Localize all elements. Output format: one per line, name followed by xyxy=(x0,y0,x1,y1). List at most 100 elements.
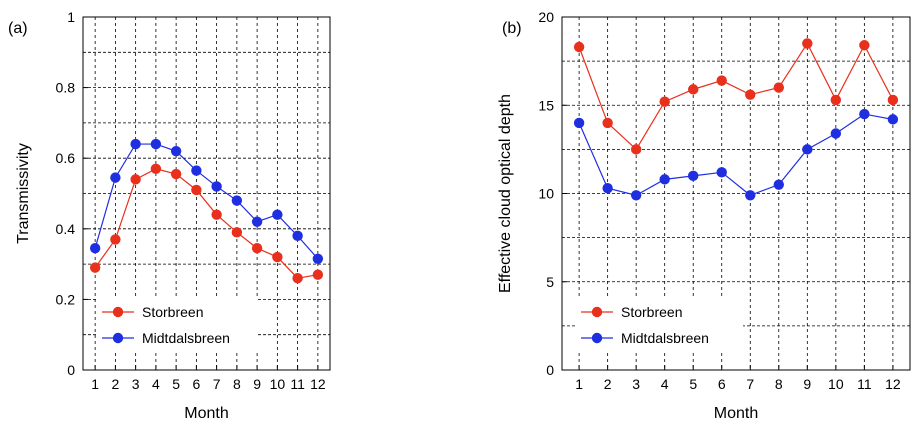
data-point-midtdalsbreen xyxy=(688,170,699,182)
legend-swatch-marker xyxy=(591,306,603,318)
y-tick-label: 10 xyxy=(538,186,554,202)
data-point-storbreen xyxy=(659,96,670,107)
data-point-midtdalsbreen xyxy=(150,138,162,150)
data-point-midtdalsbreen xyxy=(251,216,263,227)
data-point-midtdalsbreen xyxy=(130,138,141,150)
data-point-midtdalsbreen xyxy=(272,209,283,220)
legend-label: Midtdalsbreen xyxy=(142,330,230,346)
y-tick-label: 5 xyxy=(546,274,554,290)
x-tick-label: 9 xyxy=(253,376,261,392)
plot-frame xyxy=(82,16,331,371)
legend-label: Midtdalsbreen xyxy=(621,330,709,346)
data-point-storbreen xyxy=(89,262,101,273)
x-tick-label: 2 xyxy=(604,376,612,392)
x-tick-label: 7 xyxy=(746,376,754,392)
y-tick-label: 0.6 xyxy=(56,150,76,166)
x-tick-label: 6 xyxy=(192,376,200,392)
x-tick-label: 10 xyxy=(270,376,286,392)
x-tick-label: 11 xyxy=(290,376,305,392)
legend-label: Storbreen xyxy=(621,304,682,320)
x-tick-label: 3 xyxy=(632,376,640,392)
legend-box xyxy=(96,296,258,352)
data-point-storbreen xyxy=(773,82,784,93)
x-tick-label: 5 xyxy=(172,376,180,392)
legend-swatch-marker xyxy=(112,332,124,344)
x-tick-label: 8 xyxy=(775,376,783,392)
x-tick-label: 4 xyxy=(661,376,669,392)
data-point-midtdalsbreen xyxy=(830,128,842,139)
data-point-storbreen xyxy=(830,94,842,106)
x-tick-label: 12 xyxy=(885,376,901,392)
data-point-storbreen xyxy=(745,89,756,100)
series-line-midtdalsbreen xyxy=(578,113,893,196)
data-point-storbreen xyxy=(802,38,813,49)
y-tick-label: 0 xyxy=(546,362,554,378)
data-point-storbreen xyxy=(130,174,141,185)
data-point-midtdalsbreen xyxy=(745,190,756,201)
x-tick-label: 5 xyxy=(689,376,697,392)
x-tick-label: 1 xyxy=(91,376,99,392)
x-tick-label: 4 xyxy=(152,376,160,392)
x-axis-label: Month xyxy=(184,405,228,422)
data-point-storbreen xyxy=(630,144,642,155)
data-point-midtdalsbreen xyxy=(802,144,813,155)
data-point-storbreen xyxy=(150,163,162,174)
data-point-midtdalsbreen xyxy=(716,167,727,178)
y-tick-label: 1 xyxy=(67,9,75,25)
data-point-storbreen xyxy=(688,84,699,95)
y-tick-label: 20 xyxy=(538,9,554,25)
legend-swatch-marker xyxy=(591,332,603,344)
legend-swatch-marker xyxy=(112,306,124,318)
series-line-storbreen xyxy=(578,42,894,151)
data-point-midtdalsbreen xyxy=(211,181,222,192)
x-tick-label: 2 xyxy=(111,376,119,392)
data-point-midtdalsbreen xyxy=(573,117,585,129)
y-axis-label: Transmissivity xyxy=(15,143,32,244)
data-point-midtdalsbreen xyxy=(110,172,121,183)
y-tick-label: 15 xyxy=(538,97,554,113)
x-tick-label: 12 xyxy=(310,376,326,392)
y-tick-label: 0.4 xyxy=(56,221,76,237)
data-point-midtdalsbreen xyxy=(231,195,243,206)
x-tick-label: 8 xyxy=(233,376,241,392)
legend-box xyxy=(575,296,743,352)
y-tick-label: 0 xyxy=(67,362,75,378)
chart-panel-1: 00.20.40.60.811 2 3 4 5 6 7 8 9 10 11 12MonthTransm… xyxy=(8,9,331,422)
data-point-midtdalsbreen xyxy=(659,174,670,185)
data-point-storbreen xyxy=(312,269,324,280)
series-line-storbreen xyxy=(94,168,318,279)
data-point-storbreen xyxy=(251,243,263,254)
x-tick-label: 9 xyxy=(803,376,811,392)
x-tick-label: 3 xyxy=(132,376,140,392)
data-point-storbreen xyxy=(170,168,182,180)
x-axis-label: Month xyxy=(714,405,758,422)
y-axis-label: Effective cloud optical depth xyxy=(497,94,514,293)
data-point-storbreen xyxy=(110,234,121,245)
y-tick-label: 0.2 xyxy=(56,291,76,307)
data-point-storbreen xyxy=(191,184,202,196)
y-tick-label: 0.8 xyxy=(56,80,76,96)
data-point-midtdalsbreen xyxy=(602,183,613,194)
panel-label: (b) xyxy=(502,20,522,37)
panel-label: (a) xyxy=(8,20,28,37)
data-point-midtdalsbreen xyxy=(887,114,899,125)
data-point-storbreen xyxy=(211,209,222,220)
data-point-midtdalsbreen xyxy=(312,253,324,265)
data-point-storbreen xyxy=(292,273,303,284)
data-point-midtdalsbreen xyxy=(170,145,182,157)
data-point-storbreen xyxy=(859,40,870,51)
data-point-storbreen xyxy=(602,117,613,129)
x-tick-label: 11 xyxy=(857,376,872,392)
x-tick-label: 6 xyxy=(718,376,726,392)
x-tick-label: 1 xyxy=(575,376,583,392)
data-point-midtdalsbreen xyxy=(773,179,784,190)
data-point-storbreen xyxy=(716,75,727,86)
data-point-storbreen xyxy=(887,94,899,106)
data-point-midtdalsbreen xyxy=(630,190,642,201)
data-point-midtdalsbreen xyxy=(292,230,303,242)
data-point-storbreen xyxy=(231,227,243,238)
data-point-midtdalsbreen xyxy=(89,243,101,254)
legend-label: Storbreen xyxy=(142,304,203,320)
